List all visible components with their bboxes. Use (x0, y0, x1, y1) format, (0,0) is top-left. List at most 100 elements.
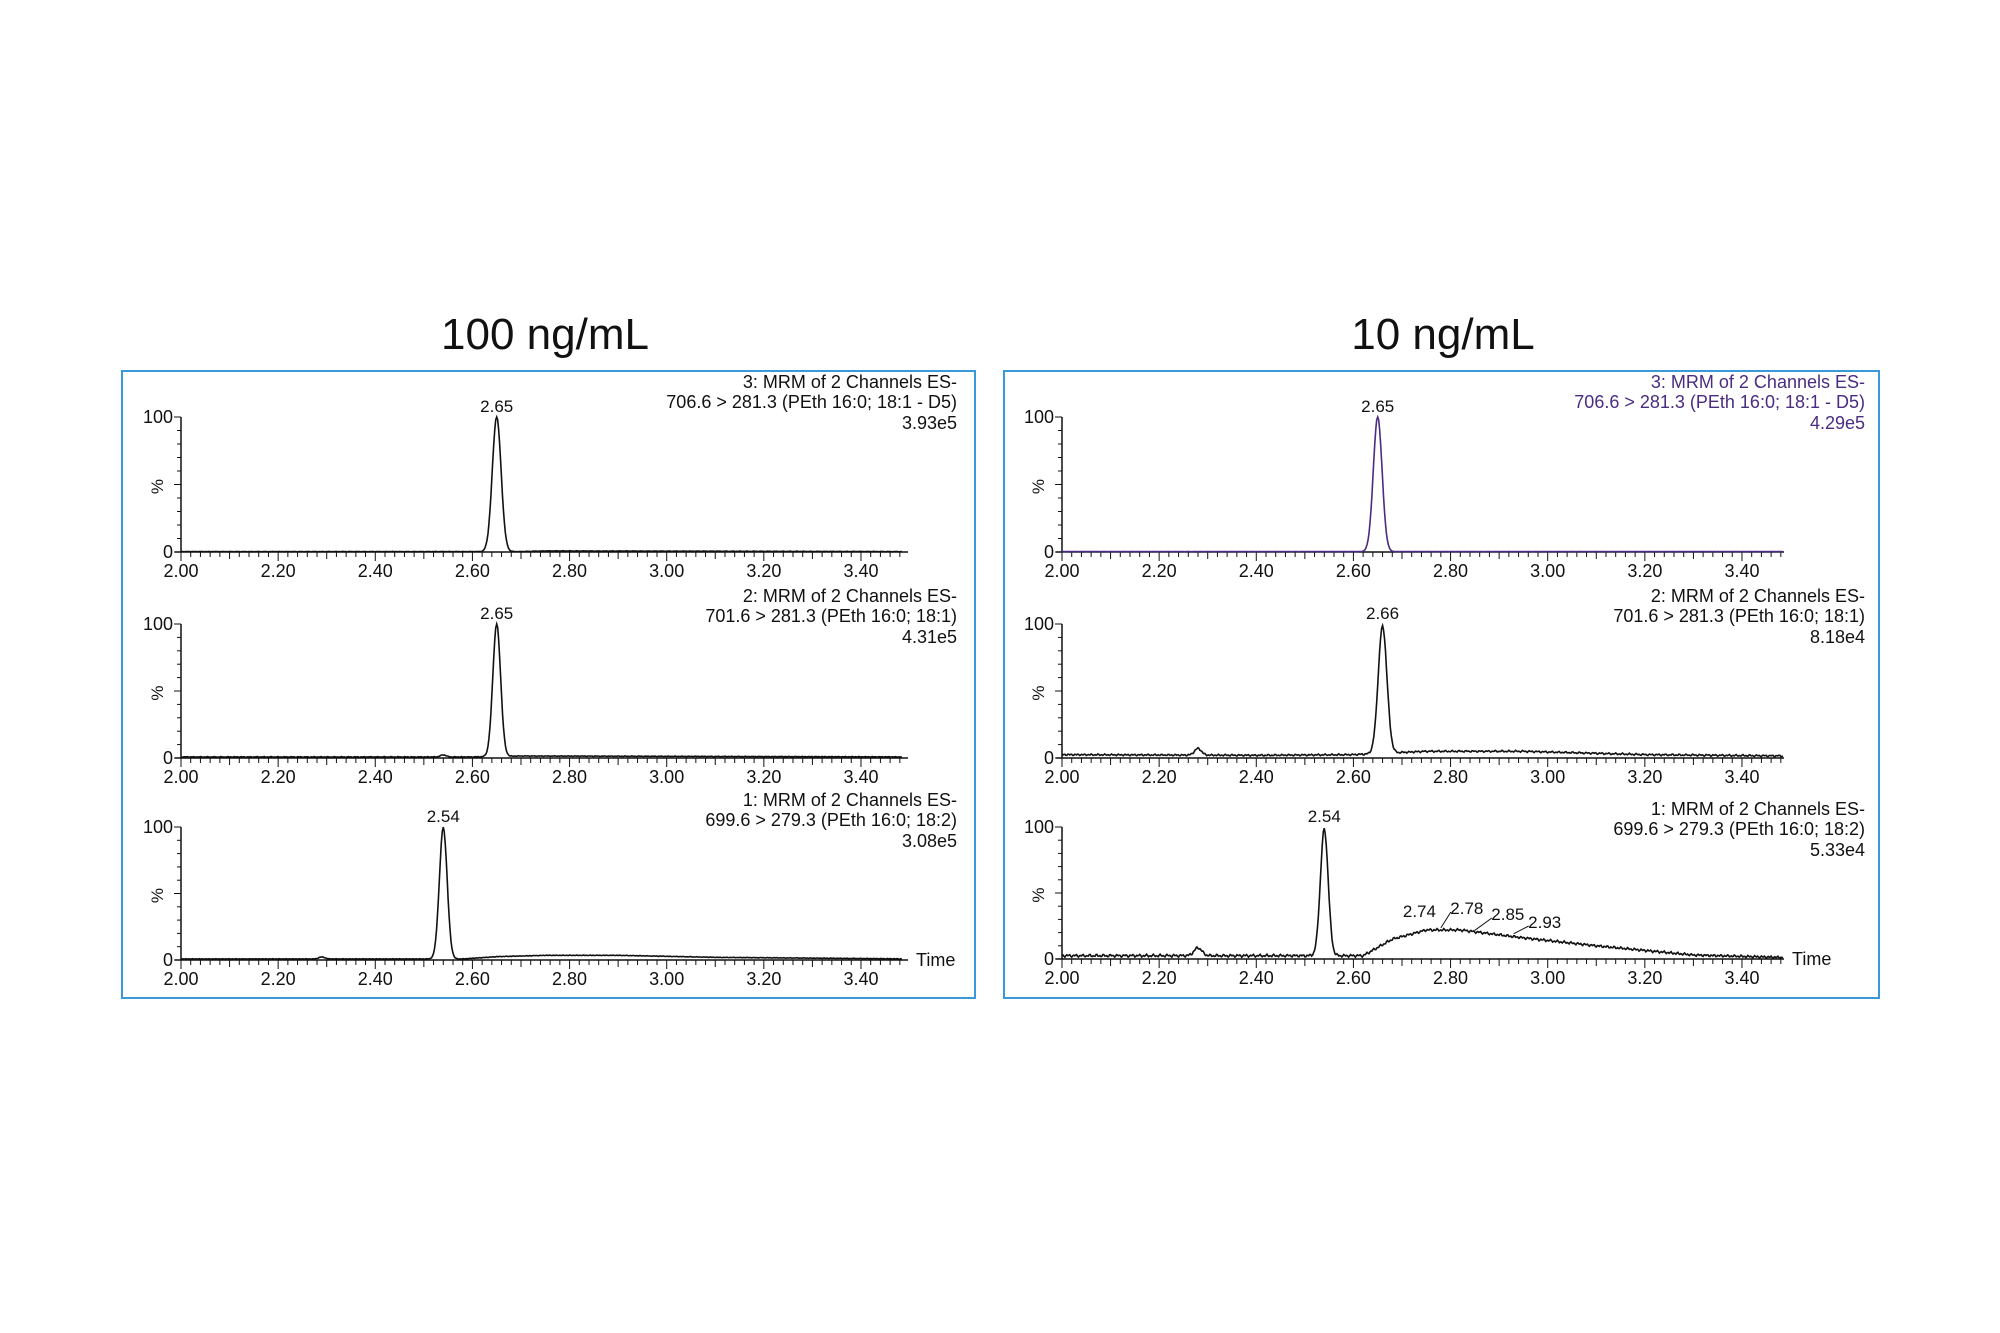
intensity-label: 4.29e5 (1810, 413, 1865, 433)
x-tick-label: 2.80 (1433, 968, 1468, 988)
chromatogram-trace (1061, 414, 1783, 553)
chromatogram-trace (180, 620, 903, 759)
y-axis-label: % (148, 479, 167, 494)
x-tick-label: 3.20 (746, 767, 781, 787)
x-tick-label: 2.00 (163, 969, 198, 989)
peak-annotation-leader (1440, 911, 1452, 929)
transition-label: 706.6 > 281.3 (PEth 16:0; 18:1 - D5) (1574, 392, 1865, 412)
y-tick-label: 100 (143, 817, 173, 837)
intensity-label: 8.18e4 (1810, 627, 1865, 647)
y-tick-label: 0 (1044, 949, 1054, 969)
x-tick-label: 2.20 (1142, 561, 1177, 581)
x-tick-label: 3.40 (843, 767, 878, 787)
intensity-label: 3.08e5 (902, 831, 957, 851)
x-tick-label: 2.80 (552, 767, 587, 787)
x-tick-label: 3.20 (1627, 561, 1662, 581)
transition-label: 699.6 > 279.3 (PEth 16:0; 18:2) (705, 810, 957, 830)
channel-label: 2: MRM of 2 Channels ES- (1651, 586, 1865, 606)
peak-rt-label: 2.65 (1361, 397, 1394, 416)
peak-rt-label: 2.65 (480, 397, 513, 416)
channel-label: 1: MRM of 2 Channels ES- (743, 790, 957, 810)
y-tick-label: 100 (143, 407, 173, 427)
x-tick-label: 2.80 (552, 969, 587, 989)
x-tick-label: 2.60 (1336, 968, 1371, 988)
channel-label: 3: MRM of 2 Channels ES- (1651, 372, 1865, 392)
x-tick-label: 2.00 (1044, 561, 1079, 581)
panel-title-10: 10 ng/mL (1351, 310, 1535, 359)
transition-label: 706.6 > 281.3 (PEth 16:0; 18:1 - D5) (666, 392, 957, 412)
peak-rt-label: 2.66 (1366, 604, 1399, 623)
chromatogram-plot-2-2: 0 100% 2.00 2.20 2.40 2.60 2.80 3.00 3.20 3.40 2: … (1024, 586, 1865, 787)
x-tick-label: 2.40 (1239, 968, 1274, 988)
chromatogram-plot-2-1: 0 100% 2.00 2.20 2.40 2.60 2.80 3.00 3.20 3.40 3: … (1024, 372, 1865, 581)
x-tick-label: 3.40 (843, 561, 878, 581)
peak-annotation-leader (1474, 917, 1493, 931)
x-tick-label: 3.00 (1530, 968, 1565, 988)
y-tick-label: 0 (1044, 748, 1054, 768)
x-tick-label: 2.60 (455, 561, 490, 581)
x-tick-label: 2.20 (261, 767, 296, 787)
channel-label: 1: MRM of 2 Channels ES- (1651, 799, 1865, 819)
x-tick-label: 2.20 (1142, 767, 1177, 787)
x-tick-label: 2.60 (455, 969, 490, 989)
chromatogram-trace (180, 826, 902, 961)
peak-annotation-label: 2.93 (1528, 913, 1561, 932)
x-tick-label: 3.20 (1627, 968, 1662, 988)
x-tick-label: 3.00 (1530, 561, 1565, 581)
x-tick-label: 2.40 (358, 969, 393, 989)
x-tick-label: 3.20 (1627, 767, 1662, 787)
peak-annotation-label: 2.78 (1450, 899, 1483, 918)
peak-annotation-label: 2.85 (1491, 905, 1524, 924)
chromatogram-plot-1-1: 0 100% 2.00 2.20 2.40 2.60 2.80 3.00 3.20 3.40 3: … (143, 372, 957, 581)
x-tick-label: 2.20 (261, 561, 296, 581)
x-tick-label: 2.80 (1433, 767, 1468, 787)
y-axis-label: % (1029, 887, 1048, 902)
peak-annotation-leader (1513, 925, 1529, 935)
y-tick-label: 100 (1024, 614, 1054, 634)
panel-10-ng-ml (1003, 370, 1880, 999)
channel-label: 2: MRM of 2 Channels ES- (743, 586, 957, 606)
x-tick-label: 3.40 (1724, 767, 1759, 787)
x-tick-label: 2.40 (358, 561, 393, 581)
x-tick-label: 2.40 (1239, 767, 1274, 787)
x-tick-label: 2.40 (358, 767, 393, 787)
channel-label: 3: MRM of 2 Channels ES- (743, 372, 957, 392)
peak-rt-label: 2.54 (1308, 807, 1341, 826)
y-axis-label: % (148, 685, 167, 700)
chromatogram-trace (1061, 622, 1784, 758)
panel-title-100: 100 ng/mL (441, 310, 649, 359)
y-axis-label: % (1029, 685, 1048, 700)
x-tick-label: 3.00 (649, 969, 684, 989)
transition-label: 701.6 > 281.3 (PEth 16:0; 18:1) (705, 606, 957, 626)
x-axis-label: Time (1792, 949, 1831, 969)
transition-label: 701.6 > 281.3 (PEth 16:0; 18:1) (1613, 606, 1865, 626)
x-tick-label: 3.00 (649, 561, 684, 581)
x-axis-label: Time (916, 950, 955, 970)
chromatogram-plot-2-3: 0 100% 2.00 2.20 2.40 2.60 2.80 3.00 3.20 3.40 Tim… (1024, 799, 1865, 988)
x-tick-label: 2.20 (261, 969, 296, 989)
y-axis-label: % (1029, 479, 1048, 494)
y-tick-label: 100 (1024, 407, 1054, 427)
y-tick-label: 0 (163, 542, 173, 562)
intensity-label: 3.93e5 (902, 413, 957, 433)
chromatogram-plot-1-3: 0 100% 2.00 2.20 2.40 2.60 2.80 3.00 3.20 3.40 Tim… (143, 790, 957, 989)
x-tick-label: 3.40 (1724, 968, 1759, 988)
transition-label: 699.6 > 279.3 (PEth 16:0; 18:2) (1613, 819, 1865, 839)
y-tick-label: 0 (163, 950, 173, 970)
chromatogram-plot-1-2: 0 100% 2.00 2.20 2.40 2.60 2.80 3.00 3.20 3.40 2: … (143, 586, 957, 787)
x-tick-label: 2.00 (163, 561, 198, 581)
x-tick-label: 3.40 (1724, 561, 1759, 581)
x-tick-label: 2.40 (1239, 561, 1274, 581)
x-tick-label: 2.00 (1044, 767, 1079, 787)
peak-annotation-label: 2.74 (1403, 902, 1436, 921)
peak-rt-label: 2.54 (427, 807, 460, 826)
x-tick-label: 2.60 (1336, 767, 1371, 787)
panel-100-ng-ml (121, 370, 976, 999)
x-tick-label: 3.20 (746, 561, 781, 581)
y-tick-label: 0 (163, 748, 173, 768)
x-tick-label: 2.00 (1044, 968, 1079, 988)
x-tick-label: 2.60 (455, 767, 490, 787)
y-tick-label: 100 (143, 614, 173, 634)
intensity-label: 4.31e5 (902, 627, 957, 647)
peak-rt-label: 2.65 (480, 604, 513, 623)
